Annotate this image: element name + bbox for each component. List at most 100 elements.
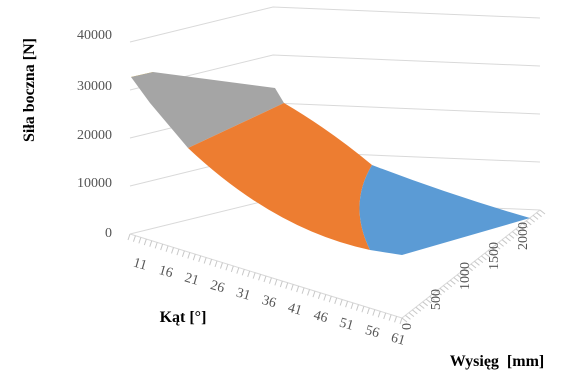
- angle-floor-tick: [247, 270, 251, 278]
- surface-band-0-10000: [359, 165, 530, 255]
- angle-tick-46: 46: [312, 308, 330, 326]
- angle-floor-tick: [241, 269, 245, 276]
- angle-floor-tick: [160, 243, 164, 251]
- angle-tick-56: 56: [363, 323, 381, 341]
- angle-floor-tick: [192, 254, 196, 261]
- z-axis-title: Siła boczna [N]: [21, 38, 38, 142]
- angle-floor-tick: [214, 260, 218, 268]
- floor-ticks-reach: [401, 209, 546, 323]
- angle-floor-tick: [323, 294, 327, 301]
- reach-floor-tick: [439, 287, 446, 293]
- angle-floor-tick: [290, 284, 294, 291]
- angle-tick-31: 31: [234, 285, 252, 303]
- reach-floor-tick: [508, 233, 515, 239]
- reach-floor-tick: [463, 269, 470, 274]
- reach-tick-2000: 2000: [516, 222, 531, 250]
- reach-floor-tick: [498, 242, 504, 247]
- reach-floor-tick: [425, 298, 432, 304]
- reach-floor-tick: [453, 277, 460, 282]
- angle-floor-tick: [377, 311, 381, 318]
- angle-floor-tick: [328, 296, 332, 303]
- reach-floor-tick: [401, 317, 408, 323]
- reach-floor-tick: [477, 258, 484, 263]
- angle-floor-tick: [225, 264, 229, 271]
- reach-floor-tick: [470, 263, 477, 269]
- angle-floor-tick: [279, 280, 283, 288]
- angle-floor-tick: [230, 265, 234, 273]
- angle-floor-tick: [187, 252, 191, 259]
- angle-floor-tick: [209, 259, 213, 266]
- angle-floor-tick: [383, 312, 387, 320]
- angle-floor-tick: [171, 247, 174, 254]
- reach-floor-tick: [494, 244, 501, 250]
- reach-floor-tick: [467, 266, 473, 272]
- reach-floor-tick: [525, 220, 532, 226]
- angle-floor-tick: [394, 316, 398, 323]
- angle-tick-61: 61: [389, 330, 407, 348]
- z-tick-10000: 10000: [77, 176, 112, 191]
- angle-floor-tick: [143, 238, 147, 246]
- angle-floor-tick: [203, 257, 207, 264]
- reach-axis-ticks: 0 500 1000 1500 2000: [400, 222, 531, 330]
- reach-floor-tick: [532, 215, 539, 220]
- reach-floor-tick: [515, 228, 522, 234]
- reach-floor-tick: [456, 274, 463, 280]
- reach-floor-tick: [474, 260, 480, 266]
- angle-floor-tick: [138, 237, 142, 244]
- angle-floor-tick: [165, 245, 169, 252]
- reach-tick-500: 500: [429, 289, 444, 310]
- angle-floor-tick: [127, 233, 131, 241]
- reach-floor-tick: [518, 225, 525, 231]
- reach-floor-tick: [418, 304, 425, 309]
- floor-edges: [127, 209, 546, 325]
- angle-floor-tick: [388, 314, 392, 321]
- angle-floor-tick: [350, 302, 354, 310]
- reach-floor-tick: [460, 271, 466, 277]
- angle-floor-tick: [181, 250, 185, 257]
- angle-floor-tick: [236, 267, 240, 274]
- reach-floor-tick: [446, 282, 453, 288]
- angle-floor-tick: [268, 277, 272, 284]
- gridline-40000: [129, 6, 541, 43]
- z-tick-40000: 40000: [77, 28, 112, 43]
- z-tick-30000: 30000: [77, 79, 112, 94]
- surface: [131, 72, 530, 255]
- angle-floor-tick: [339, 299, 343, 306]
- angle-axis-title: Kąt [°]: [160, 309, 207, 326]
- angle-floor-tick: [356, 304, 359, 311]
- angle-floor-tick: [307, 289, 310, 296]
- angle-tick-41: 41: [286, 300, 304, 318]
- angle-floor-tick: [176, 248, 180, 256]
- reach-tick-1500: 1500: [487, 242, 502, 270]
- angle-floor-tick: [274, 279, 278, 286]
- reach-floor-tick: [501, 239, 508, 245]
- reach-floor-tick: [405, 314, 411, 320]
- angle-floor-tick: [366, 307, 370, 315]
- angle-floor-tick: [263, 275, 267, 283]
- angle-floor-tick: [312, 290, 316, 298]
- angle-tick-11: 11: [131, 256, 148, 274]
- reach-floor-tick: [449, 279, 456, 285]
- reach-tick-1000: 1000: [458, 262, 473, 290]
- reach-floor-tick: [491, 247, 498, 253]
- reach-floor-tick: [443, 285, 449, 290]
- reach-floor-tick: [539, 209, 546, 215]
- angle-floor-tick: [198, 255, 202, 262]
- angle-tick-21: 21: [183, 270, 201, 288]
- reach-floor-tick: [481, 255, 487, 261]
- z-axis-ticks: 40000 30000 20000 10000 0: [77, 28, 112, 241]
- angle-floor-tick: [296, 285, 300, 293]
- angle-axis-ticks: 11 16 21 26 31 36 41 46 51 56 61: [131, 256, 406, 349]
- reach-floor-tick: [436, 290, 442, 296]
- reach-floor-tick: [484, 252, 491, 258]
- reach-floor-tick: [429, 296, 435, 301]
- angle-tick-36: 36: [260, 293, 278, 311]
- angle-floor-tick: [345, 301, 349, 308]
- reach-floor-tick: [522, 223, 529, 228]
- z-tick-0: 0: [105, 226, 112, 241]
- reach-axis-title: Wysięg [mm]: [450, 353, 545, 370]
- angle-floor-tick: [149, 240, 153, 247]
- reach-floor-tick: [415, 306, 422, 312]
- surface-band-10000-20000: [188, 103, 372, 250]
